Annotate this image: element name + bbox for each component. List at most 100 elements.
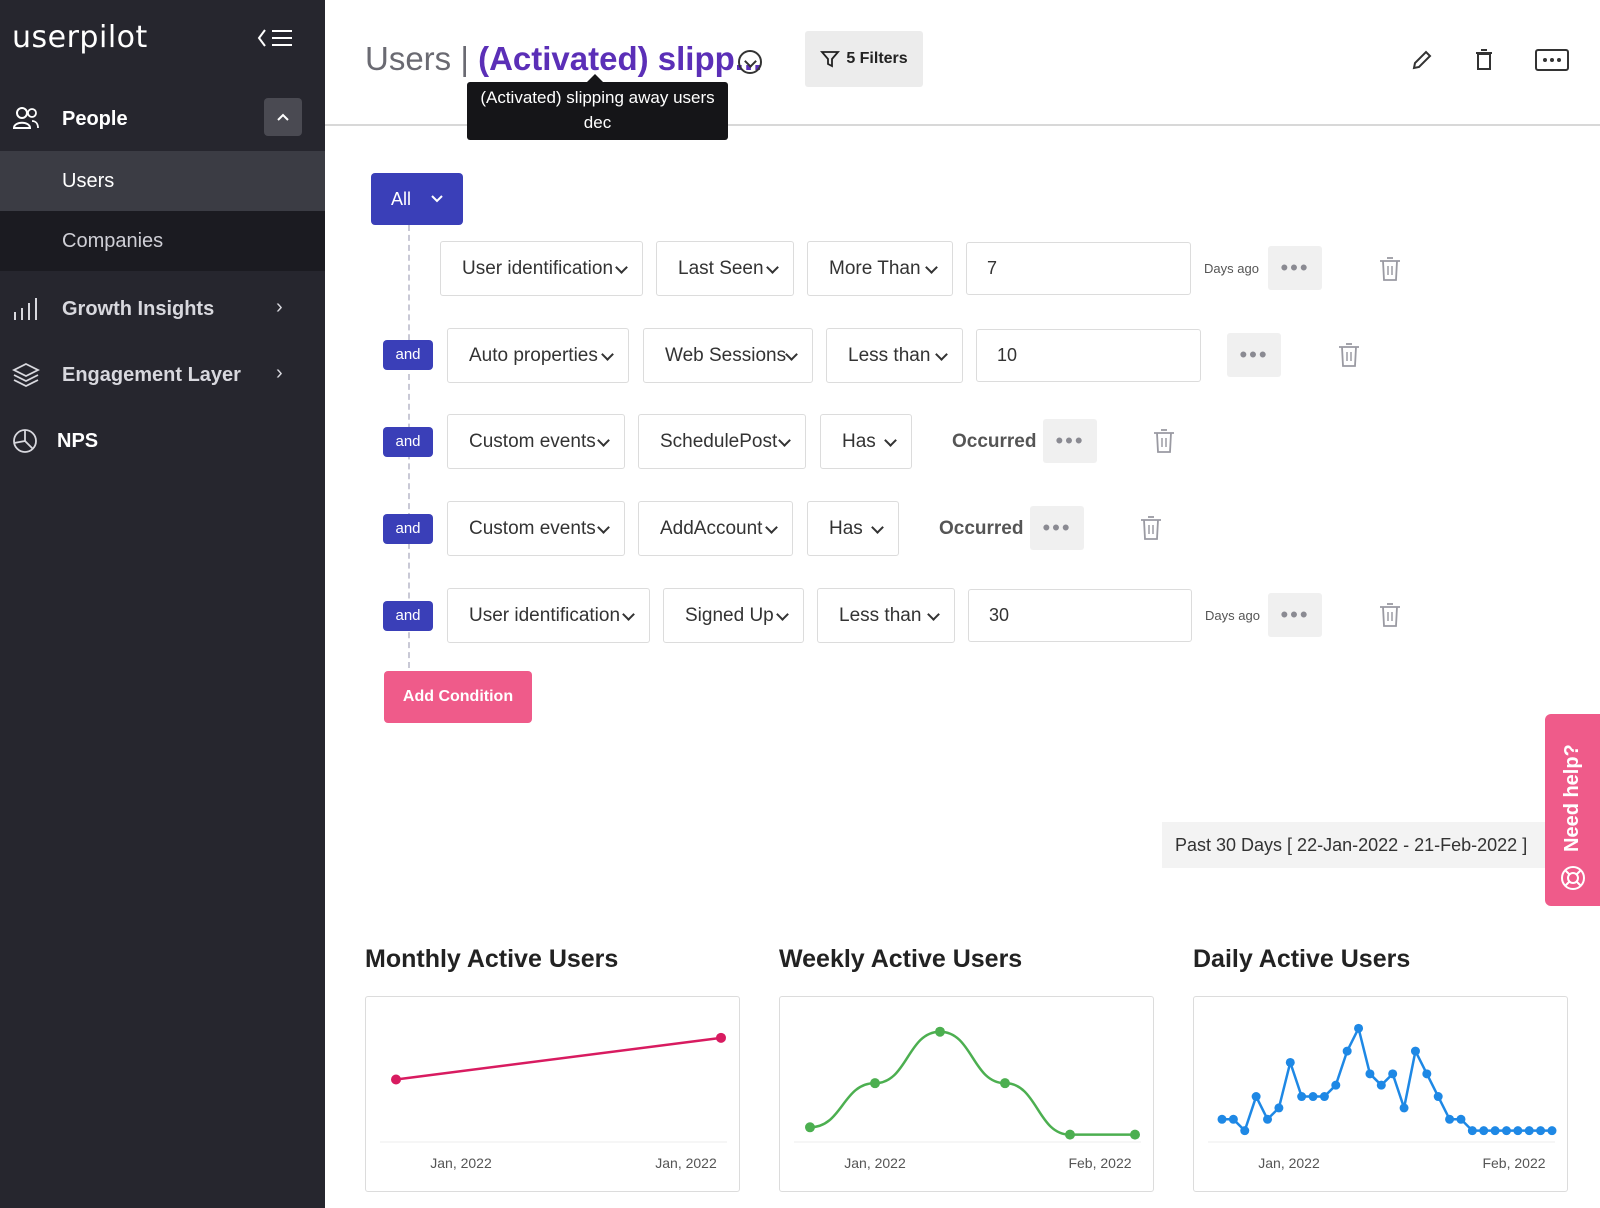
- chart-title: Daily Active Users: [1193, 945, 1411, 973]
- chart-svg: Jan, 2022 Jan, 2022: [380, 1032, 727, 1171]
- condition-more-icon[interactable]: •••: [1043, 419, 1097, 463]
- condition-operator-dropdown[interactable]: Less than: [826, 328, 963, 383]
- condition-property-dropdown[interactable]: Web Sessions: [643, 328, 813, 383]
- data-point: [1130, 1129, 1140, 1140]
- filters-button[interactable]: 5 Filters: [805, 31, 923, 87]
- dropdown-value: Auto properties: [469, 345, 598, 366]
- data-point: [1240, 1126, 1250, 1136]
- chevron-up-icon[interactable]: [264, 98, 302, 136]
- condition-value-input[interactable]: 30: [968, 589, 1192, 642]
- people-icon: [12, 106, 40, 135]
- data-point: [1251, 1092, 1261, 1102]
- condition-value-input[interactable]: 7: [966, 242, 1191, 295]
- chevron-down-icon: [615, 261, 628, 274]
- date-range-picker[interactable]: Past 30 Days [ 22-Jan-2022 - 21-Feb-2022…: [1162, 822, 1552, 868]
- data-point: [1479, 1126, 1489, 1136]
- data-point: [1000, 1078, 1010, 1089]
- data-point: [1536, 1126, 1546, 1136]
- chevron-down-icon: [884, 434, 897, 447]
- segment-name[interactable]: (Activated) slipp...: [478, 40, 763, 77]
- condition-category-dropdown[interactable]: User identification: [447, 588, 650, 643]
- page-header: Users | (Activated) slipp... 5 Filters: [325, 0, 1600, 126]
- sidebar-item-growth-insights[interactable]: Growth Insights ›: [0, 284, 325, 334]
- condition-category-dropdown[interactable]: Auto properties: [447, 328, 629, 383]
- data-point: [935, 1026, 945, 1037]
- sidebar-item-people[interactable]: People: [0, 92, 325, 148]
- condition-operator-dropdown[interactable]: Less than: [817, 588, 955, 643]
- match-all-dropdown[interactable]: All: [371, 173, 463, 225]
- trash-icon[interactable]: [1378, 255, 1402, 283]
- data-point: [1297, 1092, 1307, 1102]
- and-badge[interactable]: and: [383, 340, 433, 370]
- and-badge[interactable]: and: [383, 427, 433, 457]
- trash-icon[interactable]: [1378, 601, 1402, 629]
- chevron-down-icon: [765, 521, 778, 534]
- nps-gauge-icon: [12, 428, 40, 461]
- weekly-active-users-chart: Jan, 2022 Feb, 2022: [779, 996, 1154, 1192]
- funnel-icon: [820, 51, 841, 68]
- data-point: [1217, 1114, 1227, 1124]
- more-options-icon[interactable]: [1535, 48, 1569, 77]
- dropdown-value: User identification: [469, 605, 621, 626]
- data-point: [1308, 1092, 1318, 1102]
- condition-operator-dropdown[interactable]: Has: [807, 501, 899, 556]
- sidebar-item-label: People: [62, 108, 128, 130]
- collapse-sidebar-icon[interactable]: [256, 26, 296, 50]
- data-point: [1399, 1103, 1409, 1113]
- data-point: [1524, 1126, 1534, 1136]
- days-ago-label: Days ago: [1204, 261, 1259, 276]
- data-point: [1501, 1126, 1511, 1136]
- sidebar-item-engagement-layer[interactable]: Engagement Layer ›: [0, 350, 325, 400]
- data-point: [1422, 1069, 1432, 1079]
- condition-more-icon[interactable]: •••: [1268, 246, 1322, 290]
- sidebar-item-users[interactable]: Users: [0, 151, 325, 211]
- add-condition-button[interactable]: Add Condition: [384, 671, 532, 723]
- and-badge[interactable]: and: [383, 514, 433, 544]
- lifebuoy-icon: [1561, 866, 1585, 890]
- dropdown-value: Custom events: [469, 518, 596, 539]
- condition-operator-dropdown[interactable]: More Than: [807, 241, 953, 296]
- segment-dropdown-icon[interactable]: [738, 50, 762, 74]
- need-help-button[interactable]: Need help?: [1545, 714, 1600, 906]
- x-tick-label: Jan, 2022: [1258, 1155, 1320, 1171]
- condition-more-icon[interactable]: •••: [1030, 506, 1084, 550]
- condition-more-icon[interactable]: •••: [1227, 333, 1281, 377]
- dropdown-value: SchedulePost: [660, 431, 778, 452]
- condition-value-input[interactable]: 10: [976, 329, 1201, 382]
- data-point: [1354, 1023, 1364, 1033]
- data-point: [870, 1078, 880, 1089]
- delete-icon[interactable]: [1473, 48, 1495, 77]
- days-ago-label: Days ago: [1205, 608, 1260, 623]
- trash-icon[interactable]: [1337, 341, 1361, 369]
- condition-property-dropdown[interactable]: AddAccount: [638, 501, 793, 556]
- data-point: [1513, 1126, 1523, 1136]
- trash-icon[interactable]: [1139, 514, 1163, 542]
- x-tick-label: Feb, 2022: [1482, 1155, 1545, 1171]
- condition-more-icon[interactable]: •••: [1268, 593, 1322, 637]
- sidebar-item-label: Growth Insights: [62, 298, 215, 320]
- chart-title: Monthly Active Users: [365, 945, 619, 973]
- chevron-down-icon: [935, 348, 948, 361]
- condition-operator-dropdown[interactable]: Has: [820, 414, 912, 469]
- chevron-down-icon: [622, 608, 635, 621]
- condition-property-dropdown[interactable]: Last Seen: [656, 241, 794, 296]
- chevron-right-icon: ›: [276, 296, 283, 318]
- title-prefix: Users |: [365, 40, 469, 77]
- edit-pencil-icon[interactable]: [1410, 48, 1434, 77]
- condition-category-dropdown[interactable]: Custom events: [447, 414, 625, 469]
- sidebar-item-companies[interactable]: Companies: [0, 211, 325, 271]
- trash-icon[interactable]: [1152, 427, 1176, 455]
- x-tick-label: Feb, 2022: [1068, 1155, 1131, 1171]
- sidebar-item-nps[interactable]: NPS: [0, 416, 325, 466]
- condition-property-dropdown[interactable]: SchedulePost: [638, 414, 806, 469]
- condition-category-dropdown[interactable]: Custom events: [447, 501, 625, 556]
- condition-category-dropdown[interactable]: User identification: [440, 241, 643, 296]
- and-badge[interactable]: and: [383, 601, 433, 631]
- chevron-down-icon: [597, 521, 610, 534]
- condition-property-dropdown[interactable]: Signed Up: [663, 588, 804, 643]
- chart-title: Weekly Active Users: [779, 945, 1023, 973]
- sidebar: userpilot People Users Companies Growth …: [0, 0, 325, 1208]
- dropdown-value: Has: [829, 518, 863, 539]
- data-point: [1445, 1114, 1455, 1124]
- data-point: [1490, 1126, 1500, 1136]
